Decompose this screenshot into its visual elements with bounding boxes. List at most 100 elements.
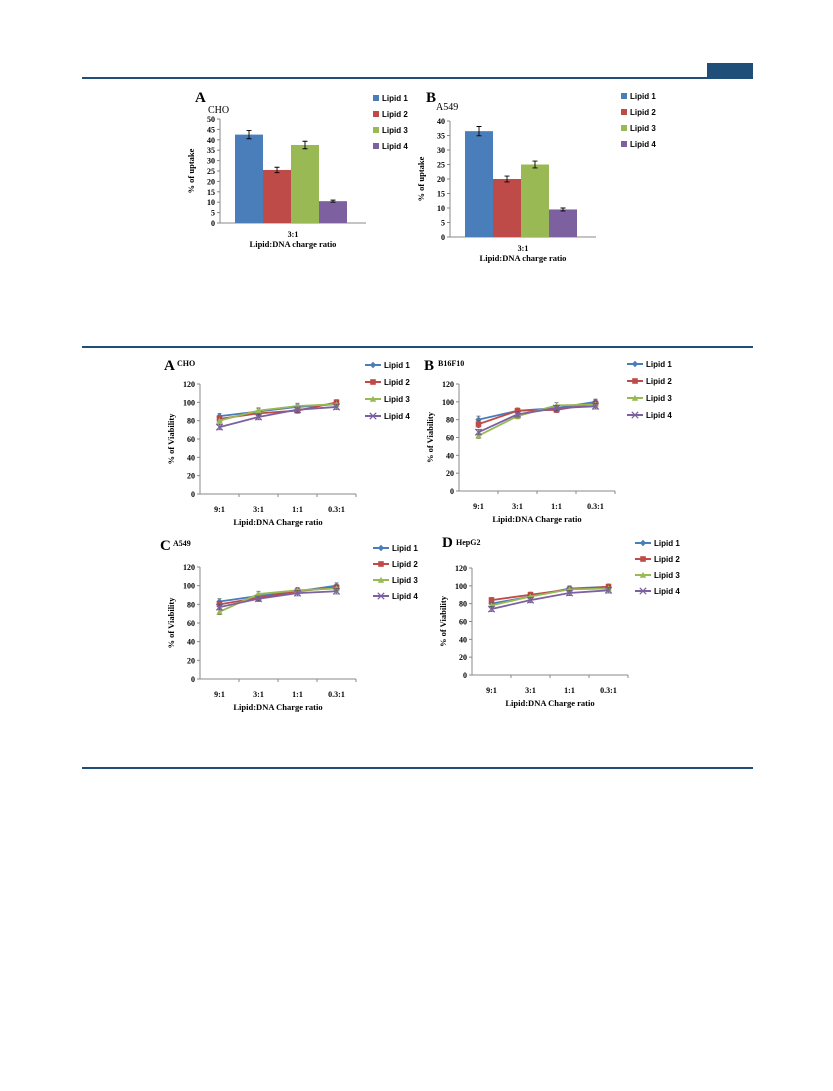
- y-axis-title: % of Viability: [166, 597, 176, 649]
- error-bar: [302, 140, 308, 150]
- legend-marker: [377, 544, 385, 552]
- series-group: [215, 587, 341, 611]
- y-tick-label: 120: [442, 380, 454, 389]
- legend-marker: [369, 361, 377, 369]
- viability-panel-a-cell: CHO: [177, 359, 196, 368]
- y-tick-label: 40: [446, 451, 454, 460]
- y-tick-label: 0: [441, 233, 445, 242]
- x-tick-label: 9:1: [486, 686, 497, 695]
- legend-marker: [632, 378, 638, 384]
- legend-marker: [631, 360, 639, 368]
- viability-panel-d-letter: D: [442, 535, 453, 551]
- y-tick-label: 30: [207, 157, 215, 166]
- legend-swatch: [373, 111, 379, 117]
- legend-entry: Lipid 4: [627, 411, 672, 420]
- error-bar: [274, 166, 280, 174]
- bar: [263, 169, 291, 223]
- bar: [291, 145, 319, 223]
- viability-chart-c: 0 20 40 60 80 100 120 % of Viability 9:1 3:1 1:1 0.…: [166, 544, 418, 712]
- bar: [465, 131, 493, 237]
- y-tick-label: 120: [455, 564, 467, 573]
- header-rule: [82, 77, 753, 79]
- y-axis-title: % of Viability: [425, 411, 435, 463]
- legend-label: Lipid 4: [630, 140, 656, 149]
- y-tick-label: 15: [437, 190, 445, 199]
- legend-marker: [640, 556, 646, 562]
- series-group: [215, 403, 341, 431]
- x-tick-label: 0.3:1: [587, 502, 604, 511]
- legend-entry: Lipid 2: [373, 110, 408, 119]
- data-point: [255, 407, 262, 414]
- bar: [319, 201, 347, 223]
- legend-entry: Lipid 1: [635, 539, 680, 548]
- separator-rule-lower: [82, 767, 753, 769]
- legend-label: Lipid 2: [384, 378, 410, 387]
- x-tick-label: 1:1: [551, 502, 562, 511]
- legend-label: Lipid 1: [646, 360, 672, 369]
- y-tick-label: 5: [211, 209, 215, 218]
- x-tick-label: 9:1: [214, 690, 225, 699]
- x-tick-label: 3:1: [518, 244, 529, 253]
- legend-marker: [377, 592, 385, 600]
- series-line: [491, 587, 609, 607]
- legend-entry: Lipid 3: [635, 571, 680, 580]
- error-bar: [330, 199, 336, 203]
- legend-marker: [377, 576, 385, 583]
- y-tick-label: 0: [463, 671, 467, 680]
- y-tick-label: 80: [187, 600, 195, 609]
- y-tick-label: 50: [207, 115, 215, 124]
- x-tick-label: 9:1: [214, 505, 225, 514]
- x-axis-title: Lipid:DNA Charge ratio: [505, 698, 594, 708]
- y-tick-label: 0: [191, 490, 195, 499]
- y-tick-label: 45: [207, 125, 215, 134]
- y-tick-label: 15: [207, 188, 215, 197]
- x-tick-label: 3:1: [525, 686, 536, 695]
- y-tick-label: 0: [450, 487, 454, 496]
- y-tick-label: 60: [459, 618, 467, 627]
- legend-label: Lipid 3: [630, 124, 656, 133]
- legend-entry: Lipid 4: [621, 140, 656, 149]
- legend-entry: Lipid 2: [365, 378, 410, 387]
- y-tick-label: 20: [437, 175, 445, 184]
- series-line: [478, 405, 596, 433]
- x-tick-label: 3:1: [512, 502, 523, 511]
- header-corner-tab: [707, 63, 753, 78]
- legend-entry: Lipid 2: [635, 555, 680, 564]
- data-point: [216, 608, 223, 615]
- y-tick-label: 100: [455, 582, 467, 591]
- legend-entry: Lipid 2: [627, 377, 672, 386]
- viability-chart-b: 0 20 40 60 80 100 120 % of Viability 9:1 3:1 1:1 0.…: [425, 360, 672, 524]
- y-tick-label: 25: [437, 161, 445, 170]
- y-tick-label: 5: [441, 219, 445, 228]
- data-point: [475, 432, 482, 439]
- legend-entry: Lipid 3: [627, 394, 672, 403]
- legend-marker: [369, 412, 377, 420]
- x-tick-label: 0.3:1: [328, 505, 345, 514]
- x-tick-label: 3:1: [253, 505, 264, 514]
- x-tick-label: 0.3:1: [328, 690, 345, 699]
- legend-entry: Lipid 1: [373, 94, 408, 103]
- data-point: [526, 596, 535, 604]
- data-point: [254, 595, 263, 603]
- legend-label: Lipid 1: [654, 539, 680, 548]
- series-line: [219, 403, 337, 422]
- y-tick-label: 0: [211, 219, 215, 228]
- error-bar: [246, 129, 252, 140]
- uptake-chart-b: 0 5 10 15 20 25 30 35 40 % of uptake 3:1Lipid:DNA …: [416, 92, 656, 263]
- legend-label: Lipid 4: [384, 412, 410, 421]
- legend-entry: Lipid 4: [373, 592, 418, 601]
- legend-marker: [378, 561, 384, 567]
- bar: [493, 179, 521, 237]
- x-tick-label: 0.3:1: [600, 686, 617, 695]
- y-tick-label: 25: [207, 167, 215, 176]
- y-tick-label: 35: [207, 146, 215, 155]
- legend-swatch: [621, 93, 627, 99]
- legend-label: Lipid 1: [630, 92, 656, 101]
- y-tick-label: 80: [187, 417, 195, 426]
- legend-swatch: [621, 109, 627, 115]
- series-line: [219, 590, 337, 609]
- y-tick-label: 35: [437, 132, 445, 141]
- viability-panel-a-letter: A: [164, 358, 175, 374]
- series-group: [216, 399, 340, 422]
